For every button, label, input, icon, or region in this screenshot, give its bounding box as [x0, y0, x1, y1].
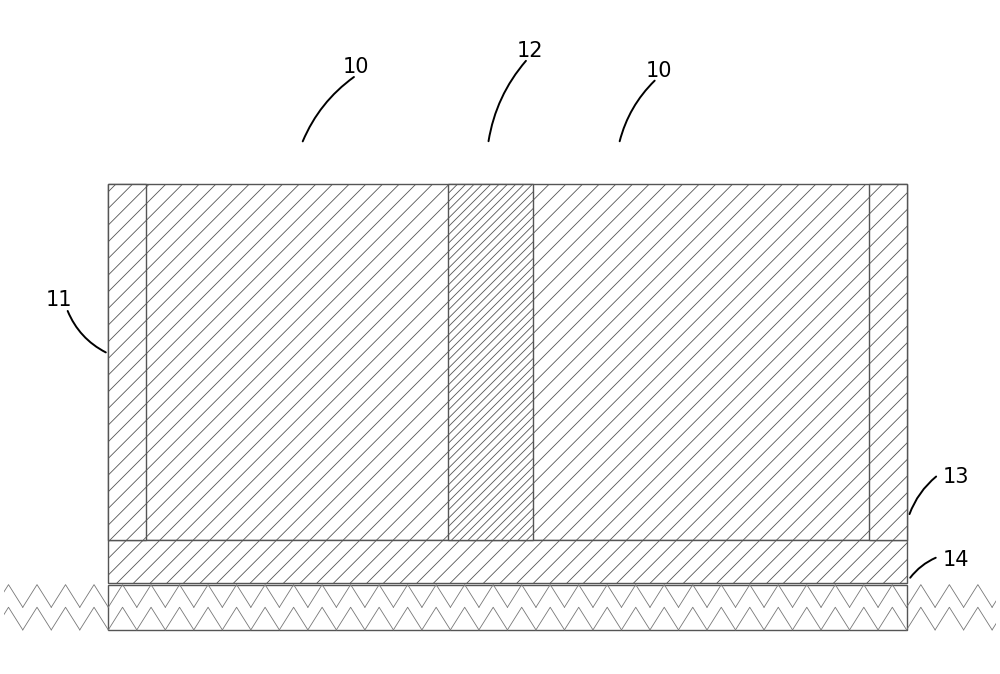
Bar: [108, 584, 907, 630]
Bar: [108, 540, 907, 583]
Text: 12: 12: [516, 40, 543, 61]
Bar: [448, 184, 533, 540]
Text: 13: 13: [943, 467, 969, 487]
Bar: [108, 584, 907, 630]
Text: 14: 14: [943, 550, 969, 570]
Text: 10: 10: [343, 57, 369, 78]
Bar: [869, 184, 907, 540]
Bar: [108, 184, 146, 540]
Text: 10: 10: [645, 61, 672, 81]
Bar: [108, 184, 907, 540]
Text: 11: 11: [45, 290, 72, 311]
